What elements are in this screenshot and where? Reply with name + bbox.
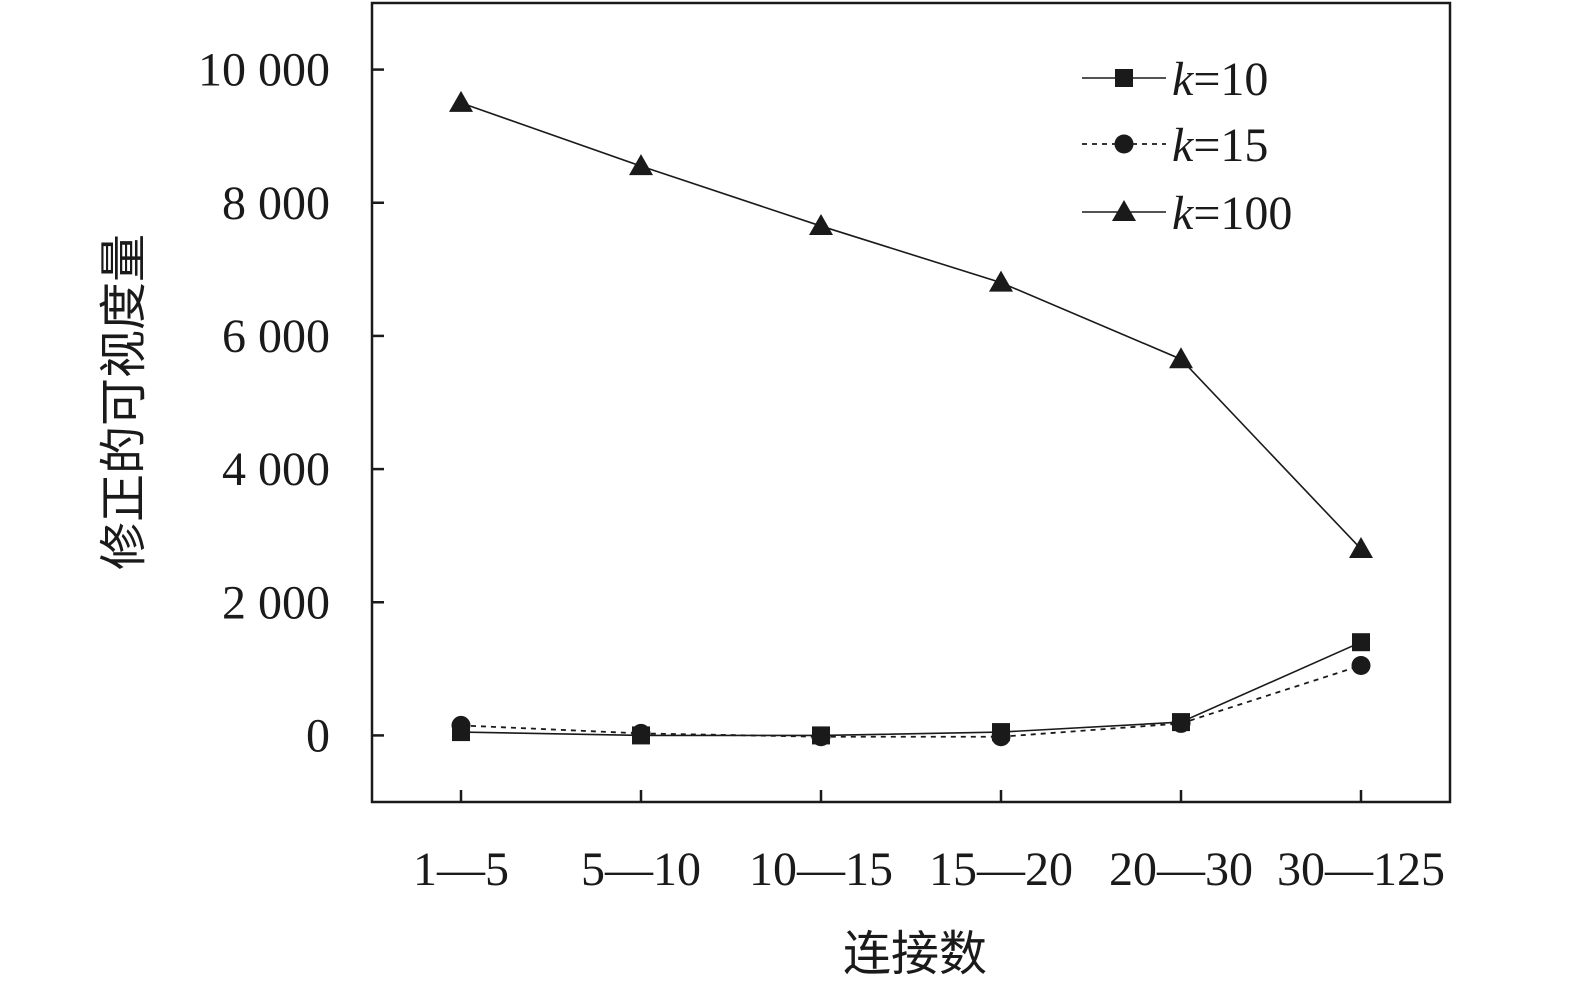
- series-k15-point: [451, 715, 471, 735]
- y-tick-label: 0: [306, 709, 330, 762]
- series-k15-point: [1171, 713, 1191, 733]
- series-k15-point: [631, 723, 651, 743]
- series-k10-point: [1352, 633, 1370, 652]
- series-k100-point: [989, 270, 1013, 292]
- series-k10-line: [460, 641, 1362, 737]
- legend-entry-k100-label: k=100: [1172, 187, 1292, 240]
- legend-entry-k10-label: k=10: [1172, 53, 1268, 106]
- y-axis-title: 修正的可视度量: [98, 234, 151, 570]
- series-k100: [449, 90, 1373, 558]
- axes-layer: 0 2 000 4 000 6 000 8 000 10 000 1—5 5—10 10—15 1…: [198, 1, 1452, 896]
- x-tick-label: 10—15: [749, 843, 893, 896]
- y-tick-label: 10 000: [198, 44, 330, 97]
- series-k100-point: [449, 90, 473, 112]
- y-tick-label: 4 000: [222, 443, 330, 496]
- series-k10: [452, 633, 1370, 745]
- series-k15-point: [811, 727, 831, 747]
- series-k100-point: [1349, 536, 1373, 558]
- series-k15-line: [460, 664, 1362, 738]
- x-tick-label: 5—10: [581, 843, 701, 896]
- series-k100-point: [809, 214, 833, 236]
- x-tick-label: 15—20: [929, 843, 1073, 896]
- x-tick-label: 30—125: [1277, 843, 1445, 896]
- series-k15-point: [991, 727, 1011, 747]
- legend-entry-k100: k=100: [1082, 187, 1292, 240]
- legend-entry-k10: k=10: [1082, 53, 1268, 106]
- legend-entry-k10-marker: [1115, 69, 1133, 87]
- x-tick-label: 20—30: [1109, 843, 1253, 896]
- legend-entry-k15-label: k=15: [1172, 119, 1268, 172]
- x-tick-label: 1—5: [413, 843, 509, 896]
- series-k100-line: [460, 102, 1362, 550]
- series-k15: [451, 656, 1371, 747]
- y-tick-label: 8 000: [222, 177, 330, 230]
- x-axis-title: 连接数: [843, 928, 987, 981]
- legend-entry-k15: k=15: [1082, 119, 1268, 172]
- series-k100-point: [629, 154, 653, 176]
- series-layer: [449, 90, 1373, 747]
- legend-entry-k100-marker: [1112, 200, 1136, 221]
- plot-frame: [370, 1, 1452, 804]
- series-k100-point: [1169, 347, 1193, 369]
- y-tick-label: 6 000: [222, 310, 330, 363]
- y-tick-label: 2 000: [222, 576, 330, 629]
- series-k15-point: [1351, 656, 1371, 676]
- legend-entry-k15-marker: [1114, 134, 1134, 154]
- legend: k=10 k=15 k=100: [1082, 53, 1292, 240]
